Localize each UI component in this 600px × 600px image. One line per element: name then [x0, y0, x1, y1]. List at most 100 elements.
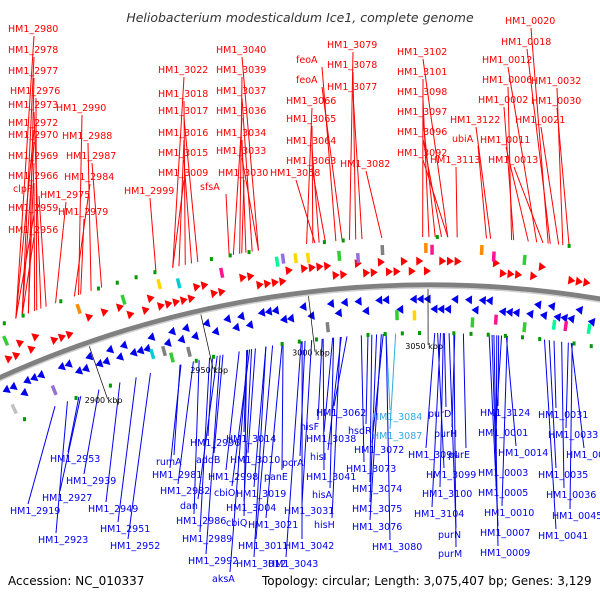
forward-gene-label[interactable]: HM1_3033: [216, 146, 266, 157]
reverse-gene-label[interactable]: HM1_3021: [248, 520, 298, 531]
forward-gene-label[interactable]: HM1_2979: [58, 207, 108, 218]
reverse-gene-label[interactable]: HM1_2949: [88, 504, 138, 515]
reverse-gene-label[interactable]: HM1_0009: [480, 548, 530, 559]
reverse-gene-label[interactable]: HM1_0035: [538, 470, 588, 481]
reverse-gene-label[interactable]: HM1_2939: [66, 476, 116, 487]
forward-gene-label[interactable]: HM1_3063: [286, 156, 336, 167]
reverse-gene-label[interactable]: HM1_0045: [552, 511, 600, 522]
reverse-gene-label[interactable]: HM1_3072: [354, 445, 404, 456]
forward-gene-label[interactable]: HM1_3015: [158, 148, 208, 159]
forward-gene-label[interactable]: HM1_2970: [8, 130, 58, 141]
forward-gene-label[interactable]: HM1_3040: [216, 45, 266, 56]
reverse-gene-label[interactable]: hsdR: [348, 426, 372, 437]
reverse-gene-label[interactable]: HM1_2951: [100, 524, 150, 535]
reverse-gene-label[interactable]: HM1_3124: [480, 408, 530, 419]
forward-gene-label[interactable]: HM1_3016: [158, 128, 208, 139]
reverse-gene-label[interactable]: HM1_3019: [236, 489, 286, 500]
reverse-gene-label[interactable]: HM1_0001: [478, 428, 528, 439]
reverse-gene-label[interactable]: hisH: [314, 520, 335, 531]
forward-gene-label[interactable]: HM1_3058: [270, 168, 320, 179]
forward-gene-label[interactable]: HM1_2978: [8, 45, 58, 56]
forward-gene-label[interactable]: HM1_0032: [531, 76, 581, 87]
forward-gene-label[interactable]: HM1_3034: [216, 128, 266, 139]
forward-gene-label[interactable]: HM1_3113: [430, 155, 480, 166]
reverse-gene-label[interactable]: HM1_3094: [408, 450, 458, 461]
reverse-gene-label[interactable]: HM1_2998: [208, 472, 258, 483]
forward-gene-label[interactable]: HM1_2988: [62, 131, 112, 142]
reverse-gene-label[interactable]: HM1_2919: [10, 506, 60, 517]
forward-gene-label[interactable]: HM1_0002: [478, 95, 528, 106]
reverse-gene-label[interactable]: HM1_3042: [284, 541, 334, 552]
reverse-gene-label[interactable]: aksA: [212, 574, 235, 585]
forward-gene-label[interactable]: HM1_2969: [8, 151, 58, 162]
forward-gene-label[interactable]: sfsA: [200, 182, 220, 193]
reverse-gene-label[interactable]: HM1_3073: [346, 464, 396, 475]
forward-gene-label[interactable]: HM1_3096: [397, 127, 447, 138]
reverse-gene-label[interactable]: HM1_0007: [480, 528, 530, 539]
forward-gene-label[interactable]: HM1_3066: [286, 96, 336, 107]
forward-gene-label[interactable]: HM1_3036: [216, 106, 266, 117]
forward-gene-label[interactable]: HM1_2977: [8, 66, 58, 77]
forward-gene-label[interactable]: feoA: [296, 75, 318, 86]
reverse-gene-label[interactable]: HM1_3100: [422, 489, 472, 500]
reverse-gene-label[interactable]: HM1_0003: [478, 468, 528, 479]
forward-gene-label[interactable]: HM1_2990: [56, 103, 106, 114]
forward-gene-label[interactable]: HM1_0013: [488, 155, 538, 166]
forward-gene-label[interactable]: HM1_3097: [397, 107, 447, 118]
forward-gene-label[interactable]: HM1_2984: [64, 172, 114, 183]
reverse-gene-label[interactable]: HM1_3031: [284, 506, 334, 517]
reverse-gene-label[interactable]: HM1_2992: [188, 556, 238, 567]
reverse-gene-label[interactable]: HM1_3043: [268, 559, 318, 570]
forward-gene-label[interactable]: HM1_3022: [158, 65, 208, 76]
forward-gene-label[interactable]: HM1_2956: [8, 225, 58, 236]
reverse-gene-label[interactable]: HM1_0014: [498, 448, 548, 459]
forward-gene-label[interactable]: HM1_3037: [216, 86, 266, 97]
reverse-gene-label[interactable]: HM1_3014: [226, 434, 276, 445]
reverse-gene-label[interactable]: HM1_3099: [426, 470, 476, 481]
reverse-gene-label[interactable]: HM1_0010: [484, 508, 534, 519]
reverse-gene-label[interactable]: rumA: [156, 457, 182, 468]
reverse-gene-label[interactable]: HM1_0036: [546, 490, 596, 501]
reverse-gene-label[interactable]: HM1_2982: [160, 486, 210, 497]
forward-gene-label[interactable]: HM1_0030: [531, 96, 581, 107]
reverse-gene-label[interactable]: panE: [264, 472, 288, 483]
reverse-gene-label[interactable]: HM1_0031: [538, 410, 588, 421]
reverse-gene-label[interactable]: purN: [438, 530, 461, 541]
forward-gene-label[interactable]: HM1_3077: [327, 82, 377, 93]
reverse-gene-label[interactable]: HM1_2952: [110, 541, 160, 552]
forward-gene-label[interactable]: HM1_0006: [482, 75, 532, 86]
forward-gene-label[interactable]: HM1_2987: [66, 151, 116, 162]
reverse-gene-label[interactable]: HM1_3010: [230, 455, 280, 466]
reverse-gene-label[interactable]: HM1_3075: [352, 504, 402, 515]
forward-gene-label[interactable]: HM1_0012: [482, 55, 532, 66]
reverse-gene-label[interactable]: HM1_2981: [152, 470, 202, 481]
reverse-gene-label[interactable]: HM1_3004: [226, 503, 276, 514]
reverse-gene-label[interactable]: HM1_3080: [372, 542, 422, 553]
forward-gene-label[interactable]: HM1_0020: [505, 16, 555, 27]
reverse-gene-label[interactable]: HM1_2927: [42, 493, 92, 504]
forward-gene-label[interactable]: HM1_3102: [397, 47, 447, 58]
reverse-gene-label[interactable]: HM1_3074: [352, 484, 402, 495]
reverse-gene-label[interactable]: hisA: [312, 490, 333, 501]
forward-gene-label[interactable]: HM1_0011: [480, 135, 530, 146]
reverse-gene-label[interactable]: hisI: [310, 452, 326, 463]
forward-gene-label[interactable]: HM1_3082: [340, 159, 390, 170]
forward-gene-label[interactable]: HM1_3064: [286, 136, 336, 147]
forward-gene-label[interactable]: HM1_3092: [397, 148, 447, 159]
reverse-gene-label[interactable]: dan: [180, 501, 198, 512]
forward-gene-label[interactable]: HM1_2999: [124, 186, 174, 197]
forward-gene-label[interactable]: HM1_3018: [158, 89, 208, 100]
forward-gene-label[interactable]: HM1_3009: [158, 168, 208, 179]
forward-gene-label[interactable]: HM1_2976: [10, 86, 60, 97]
forward-gene-label[interactable]: HM1_3122: [450, 115, 500, 126]
reverse-gene-label[interactable]: purD: [428, 409, 451, 420]
reverse-gene-label[interactable]: purH: [434, 429, 457, 440]
forward-gene-label[interactable]: HM1_3079: [327, 40, 377, 51]
forward-gene-label[interactable]: HM1_2975: [40, 190, 90, 201]
reverse-gene-label[interactable]: HM1_2996: [190, 438, 240, 449]
reverse-gene-label[interactable]: HM1_3087: [372, 431, 422, 442]
forward-gene-label[interactable]: HM1_3017: [158, 106, 208, 117]
forward-gene-label[interactable]: HM1_3065: [286, 114, 336, 125]
reverse-gene-label[interactable]: HM1_3011: [238, 541, 288, 552]
reverse-gene-label[interactable]: HM1_0005: [478, 488, 528, 499]
